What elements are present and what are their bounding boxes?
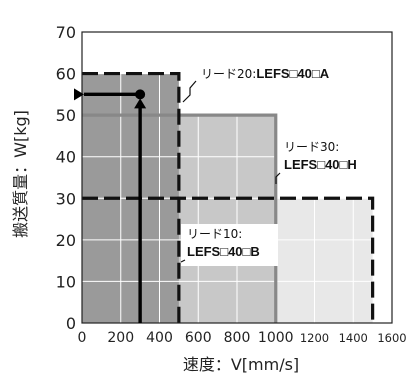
x-tick-label: 600 [185, 330, 212, 346]
callout-lead20-label: リード20:LEFS□40□A [201, 66, 330, 81]
y-tick-label: 70 [56, 23, 76, 42]
vertical-arrow-head [134, 98, 147, 109]
y-tick-label: 40 [56, 148, 76, 167]
example-point [135, 89, 146, 100]
y-tick-label: 0 [66, 314, 76, 333]
callout-lead10-label-line2: LEFS□40□B [187, 244, 260, 259]
horizontal-arrow-head [74, 88, 84, 101]
callout-lead10-box [181, 224, 278, 266]
callout-lead20-box [196, 63, 390, 82]
plot-frame [81, 31, 393, 324]
line-lead20 [82, 71, 181, 323]
callout-lead30-box [280, 137, 380, 179]
callout-lead20-label-line1: リード20: [201, 67, 256, 81]
x-tick-label: 200 [107, 330, 134, 346]
y-axis-title: 搬送質量：W[kg] [11, 110, 30, 238]
x-tick-label: 1200 [300, 331, 329, 345]
x-tick-label: 1400 [339, 331, 368, 345]
x-axis-title: 速度：V[mm/s] [183, 355, 299, 374]
x-tick-label: 1000 [258, 330, 294, 346]
callout-lead20-leader [182, 80, 197, 103]
y-tick-label: 60 [56, 65, 76, 84]
y-axis-ticks: 0 10 20 30 40 50 60 70 [56, 23, 76, 333]
x-axis-ticks: 0 200 400 600 800 1000 1200 1400 1600 [78, 330, 407, 346]
y-tick-label: 10 [56, 272, 76, 291]
y-tick-label: 30 [56, 189, 76, 208]
callout-lead30-label-line2: LEFS□40□H [284, 157, 357, 172]
callout-lead10-label-line1: リード10: [187, 227, 242, 241]
callout-lead20-label-line2: LEFS□40□A [256, 66, 329, 81]
callout-lead30-label-line1: リード30: [284, 140, 339, 154]
y-tick-label: 20 [56, 231, 76, 250]
callout-lead30-leader [275, 172, 281, 184]
callout-lead10-leader [180, 259, 186, 263]
x-tick-label: 800 [224, 330, 251, 346]
y-tick-label: 50 [56, 106, 76, 125]
series-callouts: リード20:LEFS□40□A リード30: LEFS□40□H リード10: LEFS… [180, 63, 390, 266]
example-readout [74, 88, 147, 323]
x-tick-label: 400 [146, 330, 173, 346]
x-tick-label: 1600 [377, 331, 406, 345]
x-tick-label: 0 [78, 330, 87, 346]
